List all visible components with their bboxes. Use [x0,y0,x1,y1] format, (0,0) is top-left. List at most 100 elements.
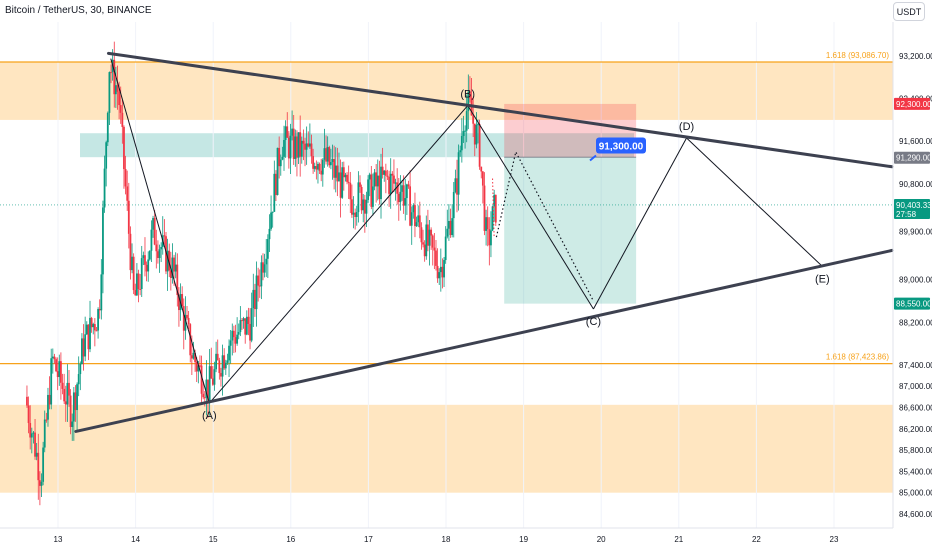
entry-price-tag [894,151,930,164]
candle-body [354,212,357,217]
candle-body [451,218,454,236]
candle-body [397,193,400,203]
y-tick-label: 86,600.00 [899,403,932,412]
candle-body [92,324,95,328]
candle-body [76,384,78,411]
candle-body [202,393,205,398]
candle-body [35,452,38,457]
candle-body [232,330,235,338]
candle-body [213,369,216,385]
candle-body [197,365,200,372]
candle-body [131,256,133,271]
candle-body [58,361,61,378]
y-tick-label: 85,400.00 [899,467,932,476]
candle-body [100,274,103,311]
candle-body [307,143,310,147]
candle-body [428,229,431,246]
candle-body [480,166,483,172]
candle-body [228,345,230,361]
candle-body [346,174,348,182]
wave-label-d: (D) [679,121,694,133]
candle-body [281,156,284,160]
candle-body [414,205,416,227]
candle-body [40,481,43,486]
candle-body [245,316,248,335]
candle-body [239,320,242,332]
candle-body [106,112,109,143]
candle-body [72,392,75,422]
candle-body [195,362,198,372]
candle-body [469,91,471,98]
candle-body [132,256,135,291]
target-price-tag [894,297,930,310]
y-tick-label: 86,200.00 [899,425,932,434]
wave-leg [110,58,210,404]
x-tick-label: 14 [131,535,140,544]
candle-body [263,264,266,273]
candle-body [302,140,305,144]
candle-body [284,126,287,141]
candle-body [444,236,447,261]
candle-body [84,334,87,357]
stop-price-tag-text: 92,300.00 [896,100,932,109]
candle-body [181,294,184,307]
candle-body [438,272,441,279]
candle-body [93,324,96,331]
candle-body [210,366,213,379]
candle-body [431,235,434,248]
fib-label: 1.618 (87,423.86) [826,353,889,362]
y-tick-label: 84,600.00 [899,510,932,519]
candle-body [144,255,146,265]
candle-body [260,262,263,287]
candle-body [48,394,51,405]
candle-body [137,273,140,289]
candle-body [190,355,193,359]
candle-body [38,480,41,486]
y-tick-label: 88,200.00 [899,318,932,327]
candle-body [216,353,219,361]
candle-body [145,264,148,272]
currency-button[interactable]: USDT [893,2,925,21]
chart-title: Bitcoin / TetherUS, 30, BINANCE [5,5,152,16]
candle-body [270,212,272,229]
candle-body [116,85,119,92]
candle-body [457,152,460,195]
candle-body [79,363,82,375]
candle-body [318,163,321,171]
y-tick-label: 91,600.00 [899,137,932,146]
candle-body [323,148,326,160]
fib-label: 1.618 (93,086.70) [826,51,889,60]
candle-body [310,143,313,157]
candle-body [317,163,319,170]
dotted-projection-down [492,178,495,238]
candle-body [275,173,277,196]
candle-body [389,173,392,194]
candle-body [405,184,408,199]
wave-label-e: (E) [815,273,830,285]
candle-body [312,156,315,169]
candle-body [226,360,229,363]
candle-body [30,433,33,438]
candle-body [426,224,429,246]
x-tick-label: 18 [442,535,451,544]
candle-body [355,212,358,217]
candle-body [339,172,342,198]
candle-body [68,382,70,396]
current-price-tag [894,198,930,219]
candle-body [98,309,101,311]
candle-body [157,251,159,259]
candle-body [296,136,298,158]
candle-body [258,285,261,287]
candle-body [29,423,32,438]
candle-body [488,229,491,246]
candle-body [160,246,163,250]
candle-body [291,128,293,136]
candle-body [199,365,201,367]
candle-body [139,288,142,290]
candle-body [467,91,470,112]
candle-body [412,205,415,213]
candle-body [286,126,289,138]
candle-body [205,379,208,398]
current-price-tag-text: 90,403.33 [896,201,932,210]
